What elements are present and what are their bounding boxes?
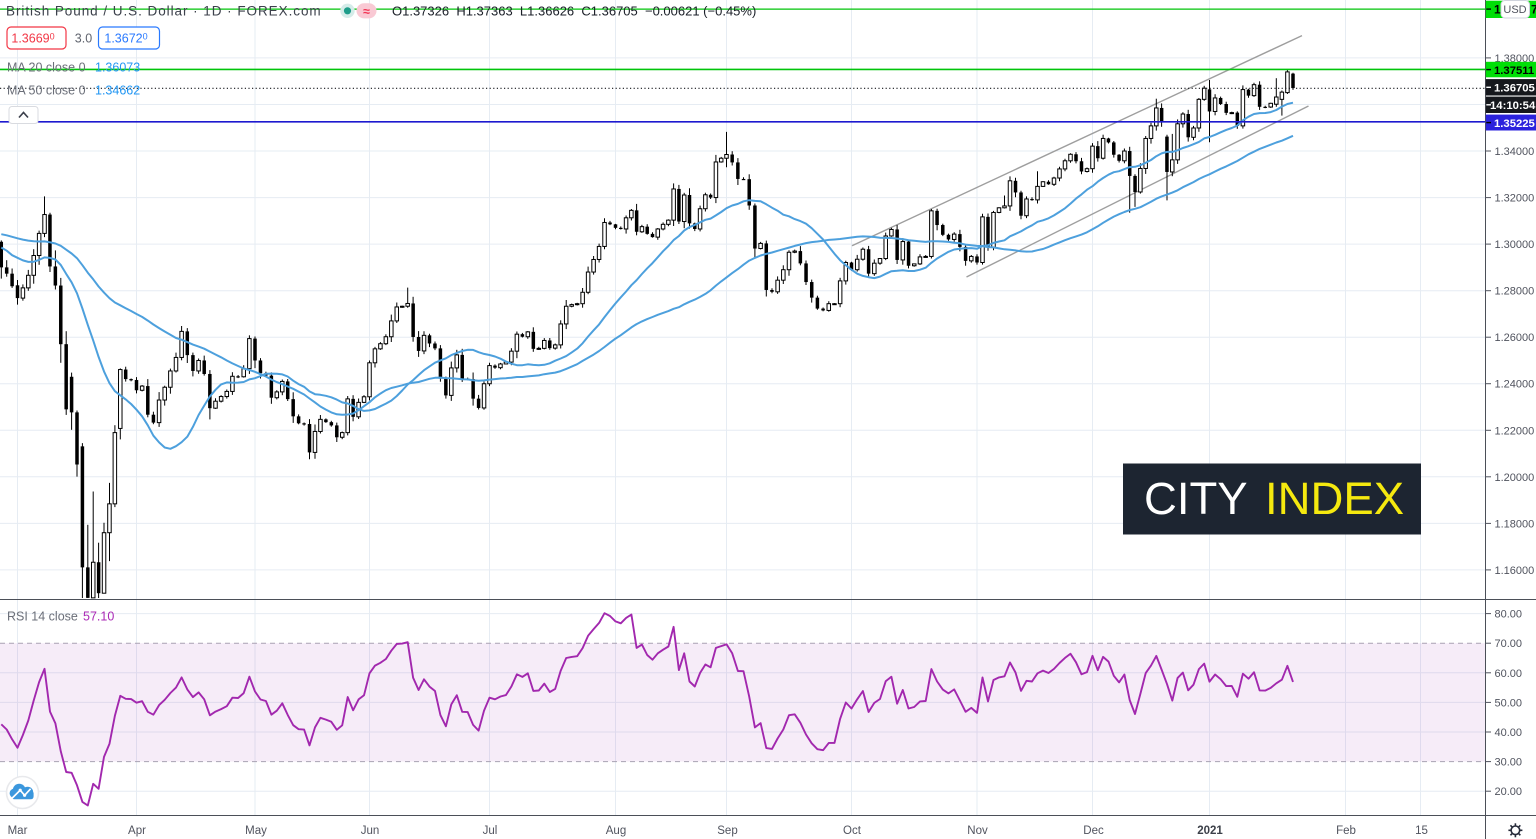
svg-text:1.36705: 1.36705 [1494, 83, 1535, 95]
svg-text:1.16000: 1.16000 [1495, 565, 1535, 577]
svg-text:1.24000: 1.24000 [1495, 379, 1535, 391]
svg-text:Mar: Mar [8, 825, 28, 837]
svg-text:Jun: Jun [361, 825, 380, 837]
svg-text:1.34000: 1.34000 [1495, 146, 1535, 158]
svg-text:≈: ≈ [363, 4, 370, 18]
svg-text:1.28000: 1.28000 [1495, 286, 1535, 298]
svg-text:1.36720: 1.36720 [104, 32, 147, 46]
svg-text:57.10: 57.10 [83, 610, 114, 624]
svg-text:May: May [245, 825, 267, 837]
svg-text:1.36690: 1.36690 [11, 32, 54, 46]
svg-text:70.00: 70.00 [1495, 638, 1523, 650]
svg-text:1.37511: 1.37511 [1494, 65, 1534, 77]
svg-text:14:10:54: 14:10:54 [1490, 100, 1536, 112]
svg-text:Oct: Oct [843, 825, 862, 837]
svg-text:MA 20 close 0: MA 20 close 0 [7, 61, 86, 75]
svg-text:50.00: 50.00 [1495, 697, 1523, 709]
svg-text:Dec: Dec [1083, 825, 1104, 837]
svg-text:2021: 2021 [1197, 825, 1223, 837]
svg-text:USD: USD [1503, 4, 1526, 16]
svg-text:15: 15 [1415, 825, 1428, 837]
svg-text:60.00: 60.00 [1495, 668, 1523, 680]
svg-text:1: 1 [1494, 3, 1501, 17]
svg-text:20.00: 20.00 [1495, 786, 1523, 798]
svg-text:1.36073: 1.36073 [95, 61, 140, 75]
svg-text:O1.37326 H1.37363 L1.36626: O1.37326 H1.37363 L1.36626 C1.36705 −0.0… [392, 4, 756, 19]
svg-text:80.00: 80.00 [1495, 609, 1523, 621]
svg-text:1.20000: 1.20000 [1495, 472, 1535, 484]
svg-text:1.35225: 1.35225 [1494, 118, 1535, 130]
svg-text:1.34662: 1.34662 [95, 84, 140, 98]
svg-text:7: 7 [1531, 3, 1536, 17]
svg-text:1.26000: 1.26000 [1495, 332, 1535, 344]
svg-text:1.32000: 1.32000 [1495, 193, 1535, 205]
svg-text:RSI 14 close: RSI 14 close [7, 610, 78, 624]
svg-text:30.00: 30.00 [1495, 757, 1523, 769]
svg-text:Apr: Apr [128, 825, 146, 837]
svg-text:Sep: Sep [717, 825, 737, 837]
svg-text:Feb: Feb [1336, 825, 1356, 837]
svg-text:Aug: Aug [606, 825, 626, 837]
svg-text:Jul: Jul [483, 825, 498, 837]
svg-text:1.18000: 1.18000 [1495, 518, 1535, 530]
svg-text:3.0: 3.0 [75, 32, 92, 46]
svg-text:British Pound / U.S. Dollar ·: British Pound / U.S. Dollar · 1D · FOREX… [6, 4, 322, 19]
svg-text:1.30000: 1.30000 [1495, 239, 1535, 251]
svg-text:Nov: Nov [967, 825, 988, 837]
svg-text:1.22000: 1.22000 [1495, 425, 1535, 437]
svg-text:40.00: 40.00 [1495, 727, 1523, 739]
svg-text:MA 50 close 0: MA 50 close 0 [7, 84, 86, 98]
